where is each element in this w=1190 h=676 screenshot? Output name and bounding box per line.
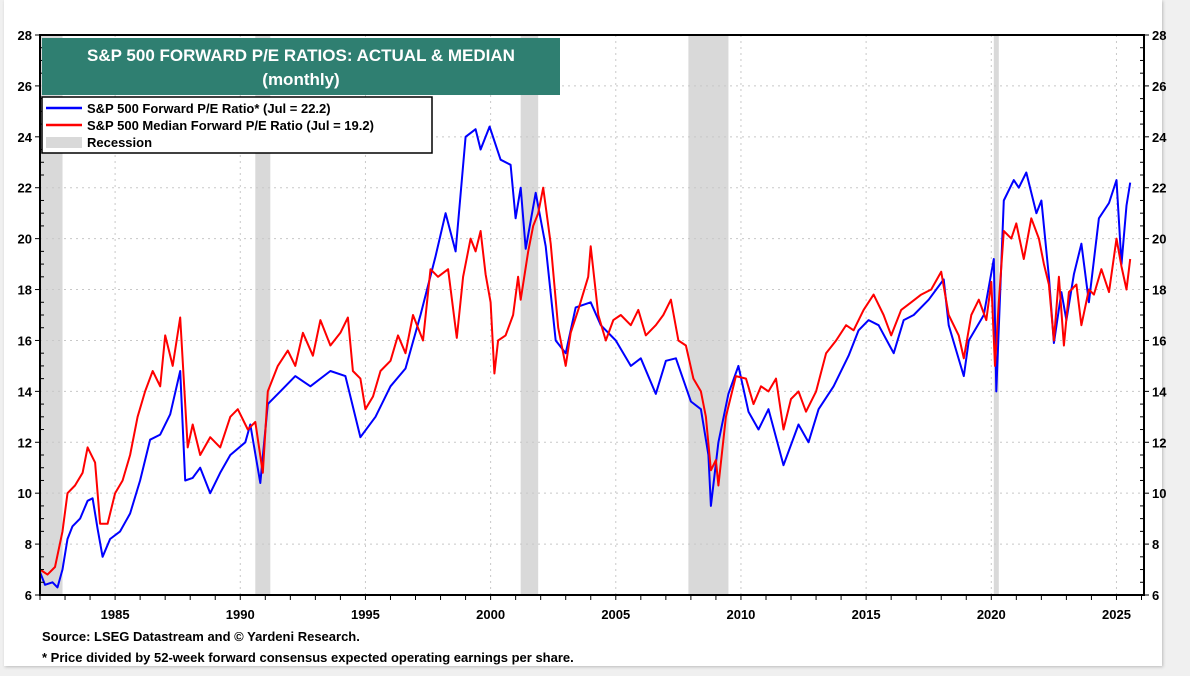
y-tick-label-right: 18	[1152, 283, 1166, 298]
legend-label: Recession	[87, 135, 152, 150]
recession-bands	[40, 35, 999, 595]
y-tick-label-left: 22	[18, 181, 32, 196]
legend-label: S&P 500 Forward P/E Ratio* (Jul = 22.2)	[87, 101, 331, 116]
y-tick-label-left: 28	[18, 28, 32, 43]
y-tick-label-right: 22	[1152, 181, 1166, 196]
source-note: Source: LSEG Datastream and © Yardeni Re…	[42, 629, 360, 644]
y-tick-label-left: 12	[18, 435, 32, 450]
recession-band	[255, 35, 271, 595]
legend-swatch-box	[46, 137, 82, 148]
y-tick-label-left: 8	[25, 537, 32, 552]
x-tick-label: 2000	[476, 607, 505, 622]
title-background	[42, 38, 560, 95]
y-tick-label-right: 16	[1152, 333, 1166, 348]
x-tick-label: 2005	[601, 607, 630, 622]
y-tick-label-right: 10	[1152, 486, 1166, 501]
y-tick-label-right: 28	[1152, 28, 1166, 43]
legend: S&P 500 Forward P/E Ratio* (Jul = 22.2) S…	[41, 96, 433, 154]
y-tick-label-right: 14	[1152, 384, 1167, 399]
recession-band	[993, 35, 999, 595]
recession-band	[688, 35, 729, 595]
y-tick-label-left: 16	[18, 333, 32, 348]
series-lines	[39, 125, 1132, 589]
x-tick-label: 2025	[1102, 607, 1131, 622]
x-tick-label: 2020	[977, 607, 1006, 622]
y-tick-label-left: 6	[25, 588, 32, 603]
recession-band	[40, 35, 63, 595]
x-tick-label: 1995	[351, 607, 380, 622]
y-tick-label-right: 26	[1152, 79, 1166, 94]
x-tick-label: 2015	[852, 607, 881, 622]
y-tick-label-left: 18	[18, 283, 32, 298]
y-tick-label-right: 24	[1152, 130, 1167, 145]
x-tick-label: 1985	[101, 607, 130, 622]
chart-subtitle: (monthly)	[262, 70, 339, 89]
y-tick-label-left: 20	[18, 232, 32, 247]
legend-label: S&P 500 Median Forward P/E Ratio (Jul = …	[87, 118, 374, 133]
chart-title: S&P 500 FORWARD P/E RATIOS: ACTUAL & MED…	[87, 46, 515, 65]
median-forward-pe-line	[39, 186, 1132, 576]
y-tick-label-left: 14	[18, 384, 33, 399]
x-tick-label: 1990	[226, 607, 255, 622]
gridlines	[40, 35, 1144, 595]
y-tick-label-right: 6	[1152, 588, 1159, 603]
legend-box	[41, 96, 433, 154]
y-tick-label-right: 12	[1152, 435, 1166, 450]
y-tick-label-left: 10	[18, 486, 32, 501]
recession-band	[520, 35, 539, 595]
y-tick-label-left: 26	[18, 79, 32, 94]
y-tick-label-right: 8	[1152, 537, 1159, 552]
x-tick-label: 2010	[726, 607, 755, 622]
forward-pe-line	[39, 125, 1132, 589]
y-tick-label-left: 24	[18, 130, 33, 145]
title-box: S&P 500 FORWARD P/E RATIOS: ACTUAL & MED…	[42, 38, 560, 95]
y-tick-label-right: 20	[1152, 232, 1166, 247]
footnote: * Price divided by 52-week forward conse…	[42, 650, 574, 665]
